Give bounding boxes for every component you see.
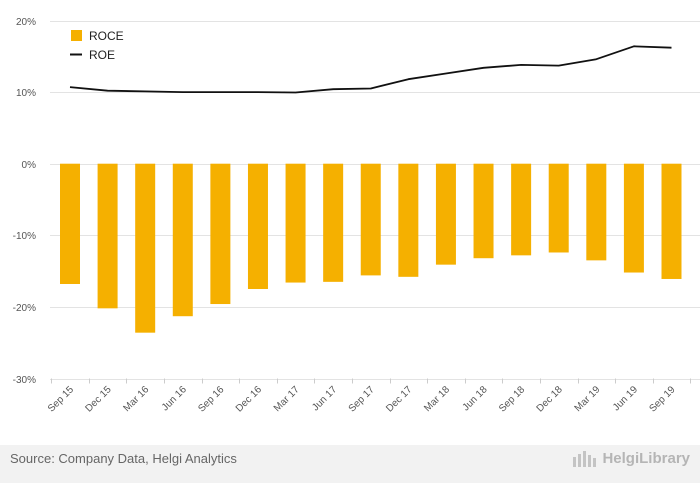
x-tick-label: Mar 18 bbox=[422, 384, 452, 414]
brand-text: HelgiLibrary bbox=[602, 449, 690, 467]
x-tick-labels: Sep 15 Dec 15 Mar 16 Jun 16 Sep 16 Dec 16 Mar … bbox=[46, 384, 678, 415]
y-tick-label: 0% bbox=[22, 160, 37, 171]
x-tick-label: Jun 19 bbox=[611, 384, 640, 413]
library-logo-icon bbox=[573, 451, 597, 467]
brand-logo: HelgiLibrary bbox=[572, 449, 690, 467]
roe-line-layer bbox=[69, 45, 672, 94]
roce-bar bbox=[360, 163, 381, 276]
x-tick-label: Dec 16 bbox=[234, 384, 264, 414]
y-tick-label: 20% bbox=[16, 17, 36, 28]
x-tick-label: Dec 18 bbox=[535, 384, 565, 414]
roce-bar bbox=[623, 163, 644, 273]
roce-bar bbox=[511, 163, 532, 256]
roce-bar bbox=[586, 163, 607, 261]
roce-bar bbox=[285, 163, 306, 283]
x-tick-label: Jun 18 bbox=[461, 384, 490, 413]
chart: 20% 10% 0% -10% -20% -30% Sep 15 Dec 15 Mar 16 J… bbox=[13, 17, 700, 415]
x-tick-label: Sep 19 bbox=[647, 384, 677, 414]
x-tick-label: Dec 15 bbox=[84, 384, 114, 414]
chart-area: 20% 10% 0% -10% -20% -30% Sep 15 Dec 15 Mar 16 J… bbox=[0, 0, 700, 445]
roce-bar bbox=[210, 163, 231, 305]
roe-line bbox=[69, 45, 672, 94]
legend-swatch-roce bbox=[71, 30, 82, 41]
roce-bar bbox=[135, 163, 156, 333]
x-tick-label: Sep 18 bbox=[497, 384, 527, 414]
legend: ROCE ROE bbox=[70, 29, 124, 62]
roce-bar bbox=[398, 163, 419, 277]
roce-bar bbox=[172, 163, 193, 317]
footer: Source: Company Data, Helgi Analytics He… bbox=[0, 445, 700, 483]
x-tick-label: Mar 17 bbox=[272, 384, 302, 414]
roce-bars bbox=[60, 163, 682, 333]
x-tick-label: Sep 15 bbox=[46, 384, 76, 414]
roce-bar bbox=[323, 163, 344, 282]
roce-bar bbox=[548, 163, 569, 253]
roce-bar bbox=[661, 163, 682, 279]
x-tick-label: Sep 16 bbox=[196, 384, 226, 414]
roce-bar bbox=[97, 163, 118, 309]
y-tick-label: -10% bbox=[13, 231, 36, 242]
roce-bar bbox=[247, 163, 268, 289]
roce-bar bbox=[60, 163, 80, 284]
x-tick-label: Dec 17 bbox=[384, 384, 414, 414]
legend-label-roe: ROE bbox=[89, 48, 115, 62]
y-tick-labels: 20% 10% 0% -10% -20% -30% bbox=[13, 17, 36, 386]
y-tick-label: -20% bbox=[13, 303, 36, 314]
y-tick-label: 10% bbox=[16, 88, 36, 99]
roce-bar bbox=[435, 163, 456, 265]
y-tick-label: -30% bbox=[13, 375, 36, 386]
x-tick-label: Sep 17 bbox=[347, 384, 377, 414]
legend-label-roce: ROCE bbox=[89, 29, 124, 43]
x-tick-label: Jun 16 bbox=[160, 384, 189, 413]
roce-bar bbox=[473, 163, 494, 259]
x-tick-label: Mar 19 bbox=[573, 384, 603, 414]
x-tick-label: Mar 16 bbox=[122, 384, 152, 414]
x-tick-label: Jun 17 bbox=[310, 384, 339, 413]
source-note: Source: Company Data, Helgi Analytics bbox=[10, 451, 237, 466]
